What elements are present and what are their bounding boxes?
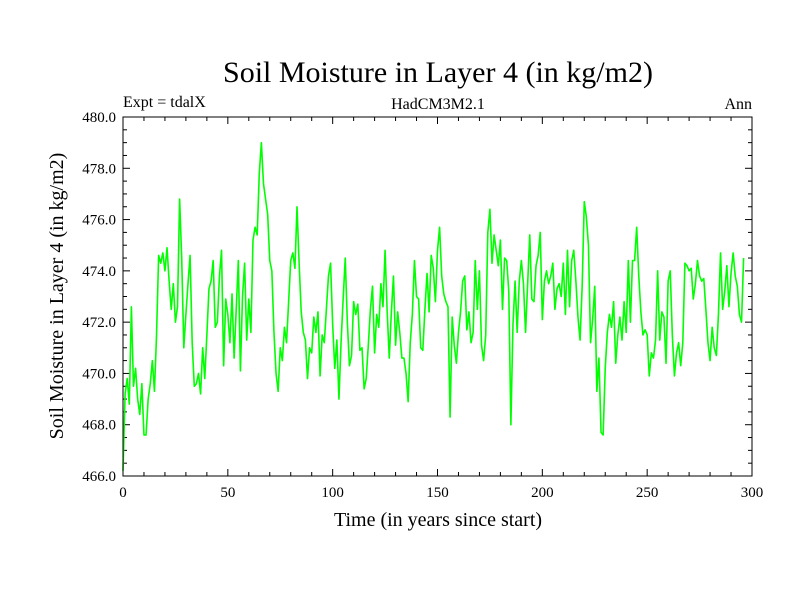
y-tick-label: 472.0: [82, 315, 116, 331]
experiment-label: Expt = tdalX: [123, 94, 206, 111]
y-tick-label: 478.0: [82, 161, 116, 177]
x-tick-label: 0: [119, 485, 127, 501]
x-tick-label: 300: [741, 485, 764, 501]
axis-ticks: 0 50 100 150 200 250 300 466.0 468.0 470.0 472.0 47…: [82, 110, 763, 501]
y-axis-label: Soil Moisture in Layer 4 (in kg/m2): [46, 153, 68, 440]
period-label: Ann: [724, 96, 752, 113]
y-tick-label: 470.0: [82, 366, 116, 382]
x-tick-label: 50: [220, 485, 235, 501]
series-layer: [122, 141, 745, 471]
model-label: HadCM3M2.1: [391, 96, 485, 113]
series-line: [122, 141, 745, 471]
x-tick-label: 200: [531, 485, 554, 501]
chart-title: Soil Moisture in Layer 4 (in kg/m2): [223, 56, 653, 89]
y-tick-label: 466.0: [82, 469, 116, 485]
x-tick-label: 250: [636, 485, 659, 501]
x-tick-label: 100: [321, 485, 344, 501]
plot-frame: [122, 116, 753, 477]
y-tick-label: 468.0: [82, 418, 116, 434]
x-axis-label: Time (in years since start): [334, 509, 542, 531]
y-tick-label: 476.0: [82, 213, 116, 229]
y-tick-label: 480.0: [82, 110, 116, 126]
y-tick-label: 474.0: [82, 264, 116, 280]
x-tick-label: 150: [426, 485, 449, 501]
